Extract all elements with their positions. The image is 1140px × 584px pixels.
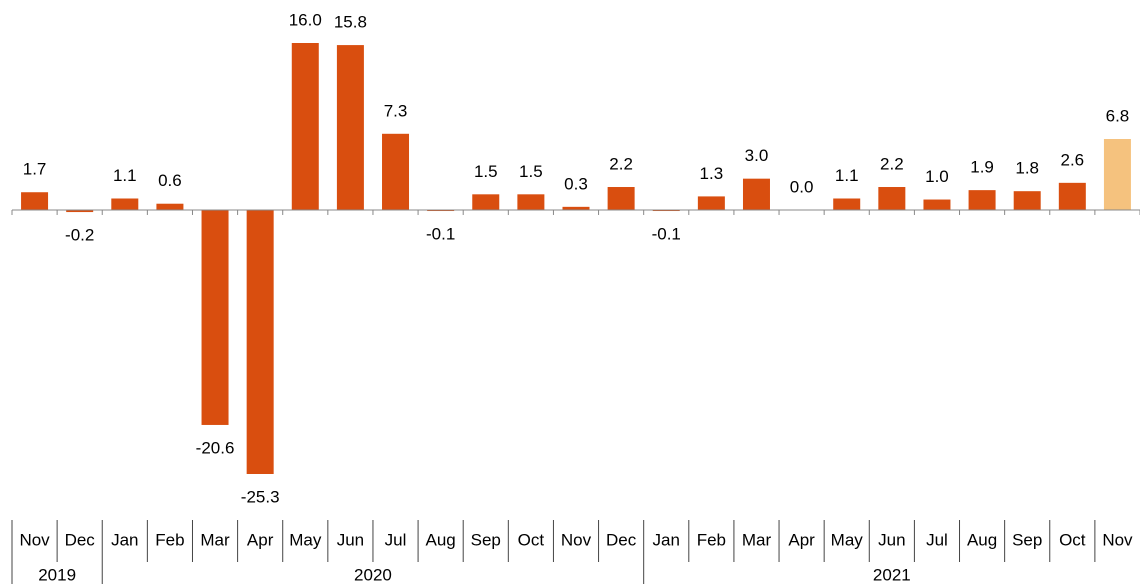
value-label: 2.2 (609, 154, 633, 173)
value-label: -20.6 (196, 438, 235, 457)
bar (878, 187, 906, 210)
bar (923, 199, 951, 210)
value-label: 1.9 (970, 158, 994, 177)
x-tick-label: Feb (697, 530, 726, 549)
bar (21, 192, 49, 210)
x-tick-label: Sep (471, 530, 501, 549)
x-tick-label: May (289, 530, 322, 549)
bar (336, 45, 364, 210)
value-label: 3.0 (745, 146, 769, 165)
bar (1013, 191, 1041, 210)
bar (201, 209, 229, 425)
value-label: 7.3 (384, 101, 408, 120)
value-label: 2.2 (880, 154, 904, 173)
value-label: 15.8 (334, 13, 367, 32)
bar (382, 133, 410, 210)
x-tick-label: May (831, 530, 864, 549)
bar (697, 196, 725, 210)
x-tick-label: Dec (65, 530, 96, 549)
x-tick-label: Oct (518, 530, 545, 549)
x-tick-label: Apr (247, 530, 274, 549)
value-label: 1.7 (23, 160, 47, 179)
bar (427, 209, 455, 212)
group-label: 2020 (354, 565, 392, 584)
bar (517, 194, 545, 210)
bar (1058, 182, 1086, 210)
bar (968, 190, 996, 210)
value-label: 1.5 (474, 162, 498, 181)
bar (607, 187, 635, 210)
x-tick-label: Nov (1102, 530, 1133, 549)
value-label: 0.0 (790, 177, 814, 196)
bar (1103, 139, 1131, 210)
group-label: 2021 (873, 565, 911, 584)
x-tick-label: Jan (111, 530, 138, 549)
bar (472, 194, 500, 210)
value-label: 6.8 (1106, 106, 1130, 125)
bar (156, 203, 184, 210)
value-label: 0.3 (564, 174, 588, 193)
bar (562, 206, 590, 210)
x-tick-label: Oct (1059, 530, 1086, 549)
bar (652, 209, 680, 212)
x-tick-label: Nov (561, 530, 592, 549)
bar (246, 209, 274, 474)
bar (742, 178, 770, 210)
value-label: 1.1 (835, 166, 859, 185)
x-tick-label: Jul (926, 530, 948, 549)
value-label: 2.6 (1060, 150, 1084, 169)
bar (111, 198, 139, 210)
x-tick-label: Jun (878, 530, 905, 549)
x-tick-label: Jun (337, 530, 364, 549)
x-tick-label: Jul (385, 530, 407, 549)
bar (291, 43, 319, 210)
x-tick-label: Apr (788, 530, 815, 549)
x-tick-label: Dec (606, 530, 637, 549)
x-tick-label: Mar (742, 530, 772, 549)
value-label: 16.0 (289, 10, 322, 29)
value-label: -25.3 (241, 487, 280, 506)
bar (66, 209, 94, 213)
value-label: -0.1 (426, 225, 455, 244)
bar (833, 198, 861, 210)
value-label: -0.1 (652, 225, 681, 244)
value-label: 1.0 (925, 167, 949, 186)
x-tick-label: Aug (967, 530, 997, 549)
x-tick-label: Feb (155, 530, 184, 549)
value-label: 1.8 (1015, 159, 1039, 178)
x-tick-label: Jan (653, 530, 680, 549)
value-label: 1.3 (700, 164, 724, 183)
x-tick-label: Aug (426, 530, 456, 549)
value-label: -0.2 (65, 226, 94, 245)
x-tick-label: Mar (200, 530, 230, 549)
x-tick-label: Nov (19, 530, 50, 549)
value-label: 1.1 (113, 166, 137, 185)
value-label: 1.5 (519, 162, 543, 181)
value-label: 0.6 (158, 171, 182, 190)
x-tick-label: Sep (1012, 530, 1042, 549)
group-label: 2019 (38, 565, 76, 584)
